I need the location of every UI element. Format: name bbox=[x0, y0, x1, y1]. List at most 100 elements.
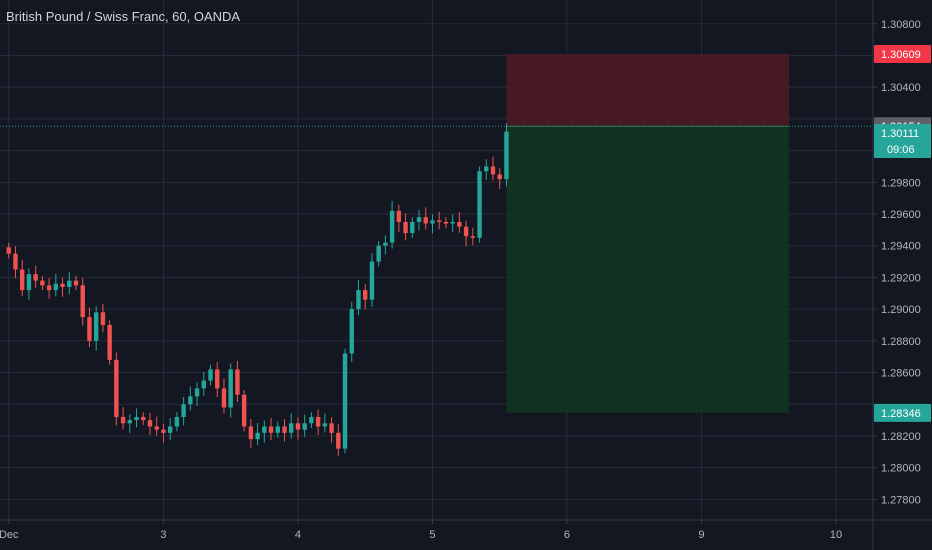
chart-title: British Pound / Swiss Franc, 60, OANDA bbox=[6, 9, 241, 24]
candle-body bbox=[40, 280, 45, 286]
candle-body bbox=[282, 426, 287, 433]
price-tag-current bbox=[874, 124, 931, 159]
price-tag-stop bbox=[874, 45, 931, 64]
candle-body bbox=[349, 309, 354, 354]
candle-body bbox=[443, 221, 449, 224]
candle-body bbox=[329, 423, 334, 433]
price-tag-label-target: 1.28346 bbox=[881, 408, 921, 420]
y-tick-label: 1.29000 bbox=[881, 304, 921, 316]
candle-body bbox=[228, 369, 233, 408]
candle-body bbox=[13, 253, 18, 270]
x-tick-label: 4 bbox=[295, 529, 301, 541]
y-tick-label: 1.28200 bbox=[881, 431, 921, 443]
candle-body bbox=[6, 247, 11, 254]
candle-body bbox=[188, 396, 193, 405]
y-tick-label: 1.30400 bbox=[881, 82, 921, 94]
candle-body bbox=[356, 290, 361, 310]
candle-body bbox=[33, 274, 38, 281]
candle-body bbox=[87, 317, 92, 341]
candle-body bbox=[484, 166, 489, 172]
candle-body bbox=[268, 426, 274, 433]
candle-body bbox=[275, 426, 280, 433]
y-tick-label: 1.28000 bbox=[881, 463, 921, 475]
candle-body bbox=[181, 404, 186, 417]
price-tag-sub-current: 09:06 bbox=[887, 144, 915, 156]
x-tick-label: 6 bbox=[564, 529, 570, 541]
time-axis-bg bbox=[0, 520, 932, 550]
candle-body bbox=[73, 280, 79, 286]
candle-body bbox=[60, 283, 65, 287]
candle-body bbox=[93, 312, 99, 341]
y-tick-label: 1.30800 bbox=[881, 19, 921, 31]
candle-body bbox=[147, 420, 153, 427]
candle-body bbox=[457, 221, 462, 227]
candle-body bbox=[436, 220, 442, 222]
candle-body bbox=[309, 416, 314, 424]
candle-body bbox=[26, 274, 32, 291]
candle-body bbox=[53, 283, 59, 291]
candle-body bbox=[161, 429, 166, 433]
price-tag-label-stop: 1.30609 bbox=[881, 49, 921, 61]
y-tick-label: 1.28800 bbox=[881, 336, 921, 348]
candle-body bbox=[154, 426, 159, 430]
candle-body bbox=[497, 174, 502, 180]
price-tag-target bbox=[874, 403, 931, 422]
candle-body bbox=[289, 423, 294, 433]
candle-body bbox=[67, 280, 72, 287]
candle-body bbox=[134, 416, 139, 421]
candle-body bbox=[120, 416, 126, 424]
candle-body bbox=[430, 220, 435, 224]
candle-body bbox=[255, 432, 260, 440]
candle-body bbox=[208, 369, 213, 381]
candle-body bbox=[114, 359, 119, 417]
candle-body bbox=[295, 423, 301, 430]
candle-body bbox=[396, 210, 402, 222]
candle-body bbox=[490, 166, 496, 175]
candle-body bbox=[410, 221, 415, 234]
candle-body bbox=[194, 388, 200, 397]
candle-body bbox=[201, 380, 206, 389]
price-tag-label-current: 1.30111 bbox=[881, 128, 919, 140]
y-tick-label: 1.29800 bbox=[881, 177, 921, 189]
y-tick-label: 1.28600 bbox=[881, 368, 921, 380]
candle-body bbox=[19, 269, 25, 291]
candle-body bbox=[262, 426, 267, 433]
candle-body bbox=[46, 285, 52, 291]
candle-body bbox=[416, 217, 422, 222]
candle-body bbox=[174, 416, 180, 427]
candle-body bbox=[423, 217, 428, 224]
candle-body bbox=[127, 420, 133, 424]
candle-body bbox=[167, 426, 173, 433]
candle-body bbox=[342, 353, 348, 449]
y-tick-label: 1.29600 bbox=[881, 209, 921, 221]
candle-body bbox=[107, 325, 112, 360]
candle-body bbox=[322, 423, 328, 427]
candle-body bbox=[302, 423, 307, 430]
candle-body bbox=[141, 416, 146, 421]
x-tick-label: Dec bbox=[0, 529, 19, 541]
candle-body bbox=[450, 221, 455, 224]
y-tick-label: 1.27800 bbox=[881, 494, 921, 506]
candle-body bbox=[477, 171, 482, 238]
y-tick-label: 1.29200 bbox=[881, 272, 921, 284]
candle-body bbox=[248, 426, 254, 440]
y-tick-label: 1.29400 bbox=[881, 241, 921, 253]
candle-body bbox=[80, 285, 85, 318]
take-profit-zone bbox=[506, 126, 789, 413]
candle-body bbox=[315, 416, 321, 427]
candle-body bbox=[369, 261, 375, 300]
x-tick-label: 9 bbox=[698, 529, 704, 541]
candle-body bbox=[363, 290, 368, 300]
candle-body bbox=[100, 312, 106, 325]
candle-body bbox=[215, 369, 220, 389]
stop-loss-zone bbox=[506, 54, 789, 127]
candle-body bbox=[221, 388, 227, 408]
candle-body bbox=[403, 221, 408, 234]
candle-body bbox=[383, 242, 388, 246]
x-tick-label: 3 bbox=[160, 529, 166, 541]
candle-body bbox=[336, 432, 341, 449]
candle-body bbox=[389, 210, 395, 243]
candle-body bbox=[504, 131, 509, 180]
